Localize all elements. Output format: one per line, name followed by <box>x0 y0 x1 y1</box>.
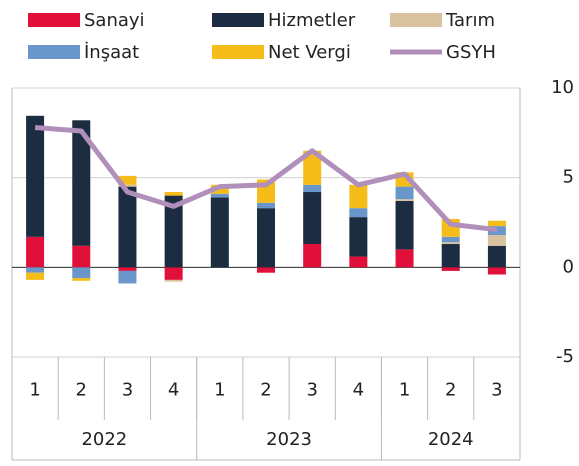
bar-segment <box>26 115 45 237</box>
bar-segment <box>72 245 91 268</box>
legend-swatch <box>390 13 442 27</box>
x-tick-label: 1 <box>214 380 225 401</box>
bar-segment <box>441 267 460 271</box>
legend-label: İnşaat <box>84 42 139 63</box>
y-tick-label: 10 <box>551 77 574 98</box>
group-label: 2023 <box>266 429 312 450</box>
legend-label: GSYH <box>446 42 496 63</box>
y-tick-label: -5 <box>556 346 574 367</box>
bar-segment <box>395 200 414 250</box>
x-tick-label: 3 <box>306 380 317 401</box>
bar-segment <box>164 192 183 196</box>
bar-segment <box>441 236 460 243</box>
bar-segment <box>26 236 45 268</box>
bar-segment <box>303 184 322 193</box>
bar-segment <box>487 220 506 227</box>
bar-segment <box>487 235 506 246</box>
bar-segment <box>441 242 460 245</box>
bar-segment <box>349 256 368 268</box>
x-tick-label: 4 <box>353 380 364 401</box>
line-series <box>34 124 498 233</box>
bar-segment <box>349 184 368 209</box>
x-tick-label: 3 <box>122 380 133 401</box>
group-label: 2024 <box>428 429 474 450</box>
legend-swatch <box>212 45 264 59</box>
bar-segment <box>118 267 137 271</box>
bar-segment <box>349 208 368 218</box>
legend-swatch <box>212 13 264 27</box>
y-tick-label: 5 <box>563 167 574 188</box>
bar-segment <box>487 226 506 236</box>
bar-segment <box>395 249 414 268</box>
bar-segment <box>118 270 137 284</box>
bar-segment <box>257 208 275 268</box>
x-tick-label: 1 <box>29 380 40 401</box>
bar-segment <box>26 272 45 280</box>
x-tick-label: 3 <box>491 380 502 401</box>
bar-segment <box>72 278 91 281</box>
bar-segment <box>72 120 91 246</box>
bar-segment <box>118 186 137 268</box>
legend-label: Net Vergi <box>268 42 351 63</box>
bar-segment <box>487 267 506 275</box>
legend-label: Sanayi <box>84 10 145 31</box>
bar-segment <box>118 184 137 187</box>
legend-label: Tarım <box>445 10 495 31</box>
bar-segment <box>303 192 322 245</box>
bar-segment <box>257 202 275 209</box>
bar-segment <box>118 175 137 185</box>
bar-segment <box>395 199 414 201</box>
bar-segment <box>26 267 45 273</box>
legend-swatch <box>28 13 80 27</box>
x-tick-label: 2 <box>445 380 456 401</box>
x-tick-label: 2 <box>260 380 271 401</box>
bar-segment <box>210 193 229 198</box>
x-tick-label: 1 <box>399 380 410 401</box>
bar-segment <box>349 217 368 257</box>
bar-segment <box>487 245 506 268</box>
y-tick-label: 0 <box>563 256 574 277</box>
bar-segment <box>164 195 183 268</box>
bar-segment <box>164 267 183 280</box>
legend-swatch <box>28 45 80 59</box>
group-label: 2022 <box>81 429 127 450</box>
bar-segment <box>164 279 183 282</box>
bar-segment <box>303 244 322 268</box>
bar-segment <box>303 150 322 185</box>
bar-segment <box>441 244 460 268</box>
bar-segment <box>257 267 275 273</box>
legend-label: Hizmetler <box>268 10 356 31</box>
bar-segment <box>395 186 414 200</box>
bar-segment <box>210 197 229 268</box>
x-tick-label: 2 <box>76 380 87 401</box>
bar-segment <box>72 267 91 279</box>
x-tick-label: 4 <box>168 380 179 401</box>
